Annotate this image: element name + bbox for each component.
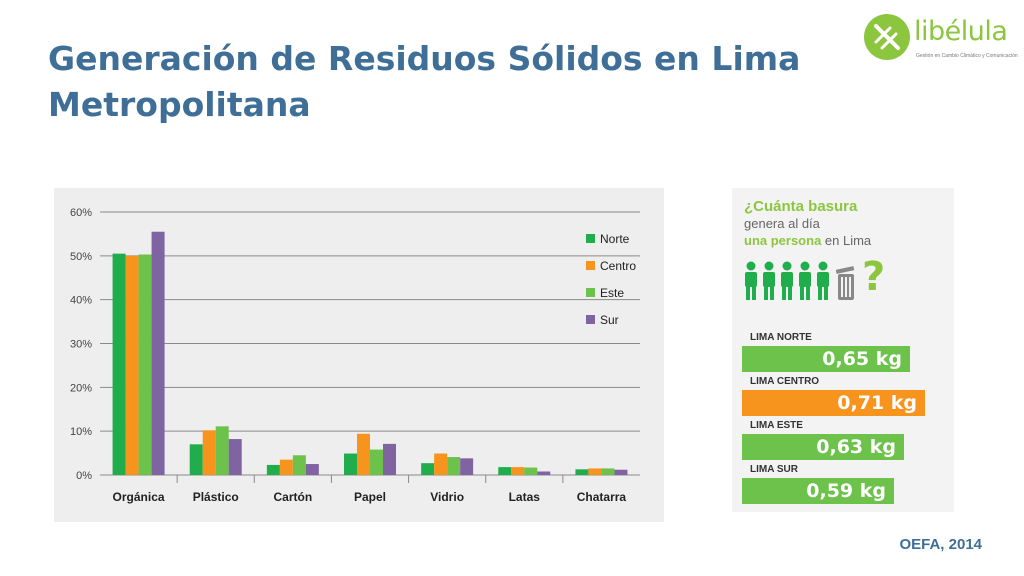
infographic-question-rest: en Lima (821, 233, 872, 248)
bar-sur (460, 458, 474, 475)
bar-sur (151, 231, 165, 475)
zone-label: LIMA CENTRO (750, 376, 820, 387)
bar-este (138, 254, 152, 475)
bar-norte (266, 464, 280, 475)
bar-norte (498, 467, 512, 475)
bar-sur (537, 471, 551, 475)
bar-sur (228, 439, 242, 475)
bar-norte (344, 453, 357, 475)
y-tick-label: 30% (70, 339, 92, 351)
person-icon (817, 261, 829, 300)
bar-centro (125, 255, 139, 475)
bar-centro (588, 468, 602, 475)
bar-norte (575, 469, 589, 475)
bar-este (292, 455, 306, 475)
legend-label: Sur (600, 313, 619, 327)
y-tick-label: 0% (76, 470, 92, 482)
infographic-question-line2: genera al día (744, 216, 820, 231)
libelula-logo: libélula Gestión en Cambio Climático y C… (864, 14, 1018, 68)
zone-value-bar: 0,71 kg (742, 390, 925, 416)
x-tick-label: Papel (354, 490, 386, 504)
bar-este (215, 426, 229, 475)
legend-swatch (586, 315, 595, 324)
bar-este (524, 467, 538, 475)
y-tick-label: 50% (70, 251, 92, 263)
bar-norte (189, 444, 203, 475)
zone-value-bar: 0,63 kg (742, 434, 904, 460)
zone-value-bar: 0,65 kg (742, 346, 910, 372)
person-icon (745, 261, 757, 300)
bar-centro (357, 433, 370, 475)
y-tick-label: 10% (70, 426, 92, 438)
logo-wordmark: libélula (914, 16, 1008, 47)
x-tick-label: Orgánica (113, 490, 165, 504)
legend-label: Centro (600, 259, 636, 273)
bar-centro (434, 453, 448, 475)
bar-este (601, 468, 615, 475)
infographic-question-line3: una persona en Lima (744, 233, 871, 248)
legend-label: Este (600, 286, 624, 300)
person-icon (781, 261, 793, 300)
legend-swatch (586, 288, 595, 297)
bar-centro (202, 430, 216, 475)
y-tick-label: 20% (70, 382, 92, 394)
x-tick-label: Vidrio (430, 490, 464, 504)
waste-composition-chart: 0% 10% 20% 30% 40% 50% 60% Orgánica Plástico Cart… (54, 188, 664, 522)
bar-centro (279, 459, 293, 475)
bar-norte (112, 253, 126, 475)
bar-sur (383, 443, 396, 475)
y-tick-label: 40% (70, 295, 92, 307)
bar-centro (511, 467, 525, 475)
person-icon (763, 261, 775, 300)
zone-value-bar: 0,59 kg (742, 478, 894, 504)
zone-label: LIMA NORTE (750, 332, 812, 343)
zone-label: LIMA SUR (750, 464, 798, 475)
bar-sur (614, 469, 628, 475)
x-tick-label: Cartón (274, 490, 313, 504)
people-and-trash-icons (745, 261, 855, 300)
logo-tagline: Gestión en Cambio Climático y Comunicaci… (916, 53, 1018, 59)
x-tick-label: Chatarra (577, 490, 627, 504)
question-mark: ? (862, 254, 886, 300)
legend-swatch (586, 261, 595, 270)
page-title: Generación de Residuos Sólidos en Lima M… (48, 39, 801, 124)
bar-este (447, 457, 461, 475)
dragonfly-icon (864, 14, 910, 60)
bar-este (370, 449, 383, 475)
person-icon (799, 261, 811, 300)
infographic-question-line1: ¿Cuánta basura (744, 198, 858, 215)
per-capita-infographic: ¿Cuánta basura genera al día una persona… (732, 188, 954, 512)
bar-chart-svg: 0% 10% 20% 30% 40% 50% 60% Orgánica Plástico Cart… (70, 207, 640, 504)
trash-can-icon (835, 266, 855, 300)
legend-swatch (586, 234, 595, 243)
x-tick-label: Plástico (193, 490, 239, 504)
legend-label: Norte (600, 232, 630, 246)
bar-sur (305, 464, 319, 475)
bar-norte (421, 463, 435, 475)
infographic-question-bold: una persona (744, 233, 822, 248)
source-citation: OEFA, 2014 (899, 536, 982, 553)
zone-label: LIMA ESTE (750, 420, 803, 431)
x-tick-label: Latas (509, 490, 541, 504)
y-tick-label: 60% (70, 207, 92, 219)
